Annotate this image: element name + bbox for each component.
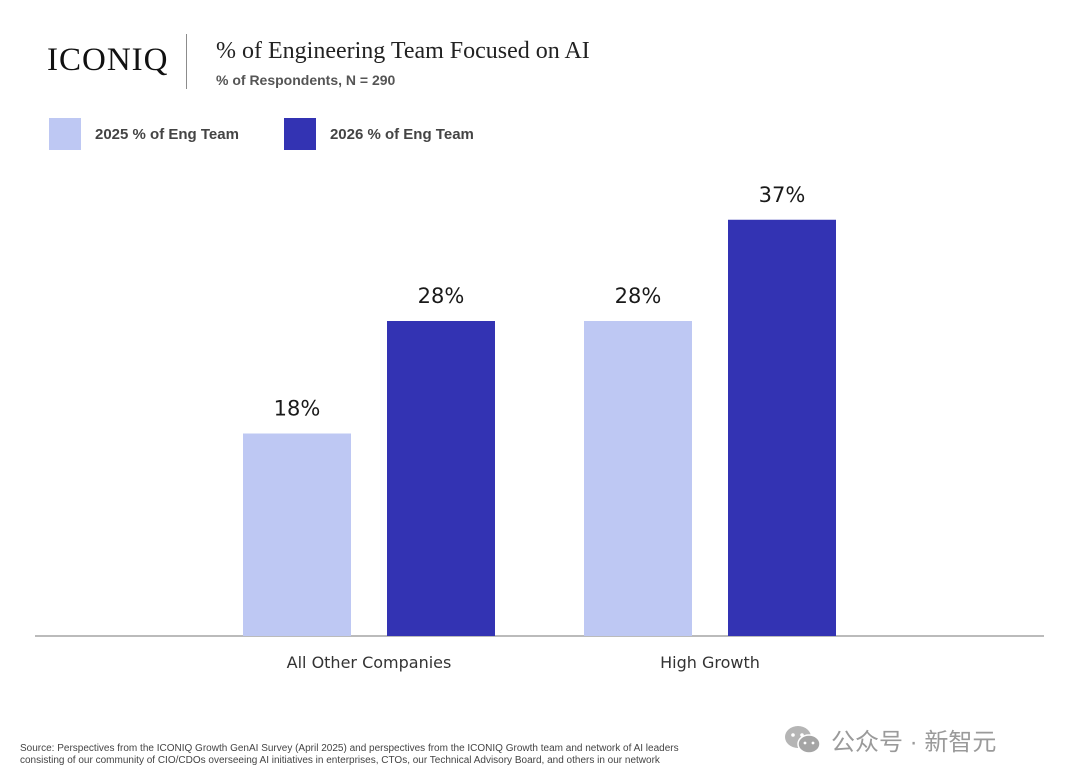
chart-subtitle: % of Respondents, N = 290 bbox=[216, 72, 396, 88]
category-label: All Other Companies bbox=[287, 653, 452, 672]
bar-2026-all-other bbox=[387, 321, 495, 636]
legend-swatch-2026 bbox=[283, 118, 316, 150]
legend-label-2026: 2026 % of Eng Team bbox=[329, 125, 474, 143]
bar-2026-high-growth bbox=[728, 219, 836, 636]
bar-value-label: 28% bbox=[418, 284, 465, 308]
chart-title: % of Engineering Team Focused on AI bbox=[216, 38, 590, 64]
legend-item-2026: 2026 % of Eng Team bbox=[283, 118, 474, 150]
bar-chart: 18% 28% All Other Companies 28% 37% High Grow… bbox=[35, 183, 1044, 672]
source-line-1: Source: Perspectives from the ICONIQ Gro… bbox=[20, 743, 679, 754]
legend-label-2025: 2025 % of Eng Team bbox=[95, 125, 239, 143]
legend-item-2025: 2025 % of Eng Team bbox=[49, 118, 239, 150]
source-note: Source: Perspectives from the ICONIQ Gro… bbox=[20, 743, 760, 767]
bar-2025-high-growth bbox=[584, 321, 692, 636]
bar-2025-all-other bbox=[243, 433, 351, 636]
watermark-text: 公众号 · 新智元 bbox=[831, 729, 997, 756]
bar-value-label: 18% bbox=[274, 397, 321, 421]
legend: 2025 % of Eng Team 2026 % of Eng Team bbox=[49, 118, 519, 150]
header-divider bbox=[186, 34, 187, 89]
bar-value-label: 28% bbox=[615, 284, 662, 308]
source-line-2: consisting of our community of CIO/CDOs … bbox=[20, 755, 660, 766]
watermark: 公众号 · 新智元 bbox=[783, 722, 996, 757]
wechat-icon bbox=[785, 725, 821, 754]
legend-swatch-2025 bbox=[49, 118, 81, 150]
iconiq-logo: ICONIQ bbox=[47, 42, 169, 78]
category-label: High Growth bbox=[660, 653, 760, 672]
bar-value-label: 37% bbox=[759, 183, 806, 207]
